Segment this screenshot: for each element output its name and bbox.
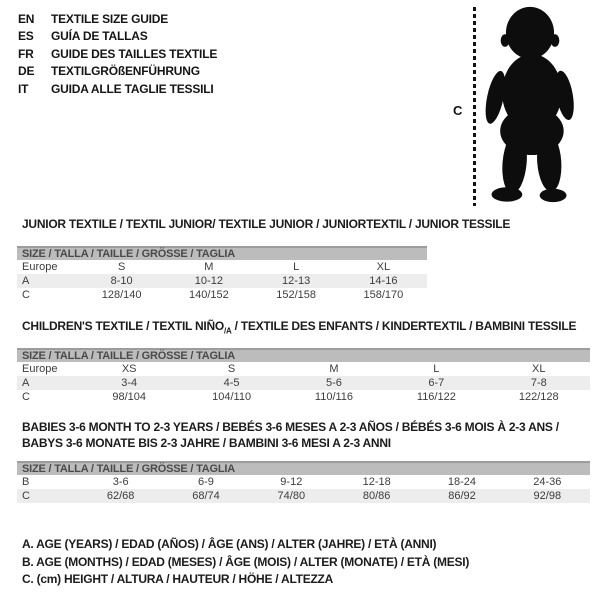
row-label: B <box>22 476 30 488</box>
lang-label: GUIDE DES TAILLES TEXTILE <box>51 46 218 61</box>
row-label: C <box>22 289 30 302</box>
cell: 3-6 <box>112 476 129 488</box>
size-header-bar: SIZE / TALLA / TAILLE / GRÖSSE / TAGLIA <box>17 348 590 363</box>
cell: 5-6 <box>282 376 386 391</box>
cell: L <box>293 261 300 274</box>
cell: 86/92 <box>419 489 505 503</box>
cell: S <box>117 261 126 274</box>
cell: 12-18 <box>362 476 391 488</box>
lang-code: ES <box>18 29 34 44</box>
lang-row-de: DE TEXTILGRÖßENFÜHRUNG <box>18 63 217 80</box>
title-text: JUNIOR TEXTILE / TEXTIL JUNIOR/ TEXTILE … <box>22 217 511 231</box>
junior-section-title: JUNIOR TEXTILE / TEXTIL JUNIOR/ TEXTILE … <box>22 217 510 233</box>
cell: 68/74 <box>163 489 249 503</box>
lang-code: IT <box>18 81 29 96</box>
table-row: B 3-6 6-9 9-12 12-18 18-24 24-36 <box>17 475 590 489</box>
table-row: C 128/140 140/152 152/158 158/170 <box>17 288 427 302</box>
cell: 4-5 <box>180 376 283 391</box>
row-label: Europe <box>22 261 58 274</box>
cell: 122/128 <box>518 391 559 404</box>
cell: XL <box>376 261 391 274</box>
cell: 62/68 <box>78 489 164 503</box>
cell: 14-16 <box>339 274 427 289</box>
language-list: EN TEXTILE SIZE GUIDE ES GUÍA DE TALLAS … <box>18 11 217 98</box>
cell: 128/140 <box>101 289 142 302</box>
junior-size-table: Europe S M L XL A 8-10 10-12 12-13 14-16… <box>17 260 427 302</box>
height-c-label: C <box>453 103 463 118</box>
children-section: CHILDREN'S TEXTILE / TEXTIL NIÑO/A / TEX… <box>17 319 590 404</box>
size-header-bar: SIZE / TALLA / TAILLE / GRÖSSE / TAGLIA <box>17 461 590 475</box>
cell: M <box>204 261 214 274</box>
cell: 98/104 <box>112 391 147 404</box>
children-section-title: CHILDREN'S TEXTILE / TEXTIL NIÑO/A / TEX… <box>22 319 590 335</box>
row-label: C <box>22 391 30 404</box>
lang-label: TEXTILGRÖßENFÜHRUNG <box>51 64 200 79</box>
cell: 3-4 <box>78 376 181 391</box>
cell: 80/86 <box>333 489 420 503</box>
table-row: A 3-4 4-5 5-6 6-7 7-8 <box>17 376 590 391</box>
row-label: A <box>17 274 78 289</box>
cell: L <box>433 363 440 376</box>
lang-label: GUIDA ALLE TAGLIE TESSILI <box>51 81 214 96</box>
table-row: Europe XS S M L XL <box>17 362 590 376</box>
babies-section: BABIES 3-6 MONTH TO 2-3 YEARS / BEBÉS 3-… <box>17 419 590 503</box>
cell: 18-24 <box>447 476 477 488</box>
babies-size-table: B 3-6 6-9 9-12 12-18 18-24 24-36 C 62/68… <box>17 475 590 503</box>
cell: XL <box>532 363 546 376</box>
legend-line-a: A. AGE (YEARS) / EDAD (AÑOS) / ÂGE (ANS)… <box>22 537 437 551</box>
title-sub: /A <box>223 326 232 336</box>
figure-area: C <box>0 0 600 215</box>
toddler-silhouette-icon <box>485 6 574 203</box>
cell: 8-10 <box>78 274 166 289</box>
title-text: CHILDREN'S TEXTILE / TEXTIL NIÑO <box>22 319 224 333</box>
cell: M <box>329 363 339 376</box>
cell: 74/80 <box>248 489 334 503</box>
table-row: A 8-10 10-12 12-13 14-16 <box>17 274 427 289</box>
cell: 10-12 <box>165 274 253 289</box>
cell: 12-13 <box>252 274 340 289</box>
row-label: Europe <box>22 363 58 376</box>
cell: 24-36 <box>533 476 562 488</box>
cell: 6-7 <box>385 376 488 391</box>
children-size-table: Europe XS S M L XL A 3-4 4-5 5-6 6-7 7-8… <box>17 362 590 404</box>
cell: 6-9 <box>198 476 214 488</box>
cell: S <box>227 363 236 376</box>
row-label: C <box>17 489 78 503</box>
lang-label: GUÍA DE TALLAS <box>51 29 148 44</box>
babies-section-title-line1: BABIES 3-6 MONTH TO 2-3 YEARS / BEBÉS 3-… <box>22 420 559 434</box>
lang-code: EN <box>18 12 35 26</box>
title-text: / TEXTILE DES ENFANTS / KINDERTEXTIL / B… <box>231 319 577 333</box>
lang-row-es: ES GUÍA DE TALLAS <box>18 28 217 45</box>
cell: 92/98 <box>504 489 590 503</box>
babies-section-title-line2: BABYS 3-6 MONATE BIS 2-3 JAHRE / BAMBINI… <box>22 436 391 450</box>
cell: 110/116 <box>314 391 354 404</box>
legend: A. AGE (YEARS) / EDAD (AÑOS) / ÂGE (ANS)… <box>22 536 469 589</box>
junior-section: JUNIOR TEXTILE / TEXTIL JUNIOR/ TEXTILE … <box>17 217 510 302</box>
table-row: C 62/68 68/74 74/80 80/86 86/92 92/98 <box>17 489 590 503</box>
cell: 152/158 <box>276 289 316 302</box>
lang-row-en: EN TEXTILE SIZE GUIDE <box>18 11 217 28</box>
table-row: C 98/104 104/110 110/116 116/122 122/128 <box>17 390 590 404</box>
height-dotted-line <box>473 7 476 206</box>
cell: 140/152 <box>188 289 229 302</box>
cell: 9-12 <box>280 476 303 488</box>
lang-row-fr: FR GUIDE DES TAILLES TEXTILE <box>18 46 217 63</box>
row-label: A <box>17 376 78 391</box>
cell: 116/122 <box>416 391 456 404</box>
legend-line-c: C. (cm) HEIGHT / ALTURA / HAUTEUR / HÖHE… <box>22 572 334 587</box>
lang-code: FR <box>18 46 34 61</box>
lang-row-it: IT GUIDA ALLE TAGLIE TESSILI <box>18 81 217 98</box>
cell: 158/170 <box>363 289 404 302</box>
legend-line-b: B. AGE (MONTHS) / EDAD (MESES) / ÂGE (MO… <box>22 554 470 569</box>
table-row: Europe S M L XL <box>17 260 427 274</box>
cell: XS <box>121 363 137 376</box>
size-header-bar: SIZE / TALLA / TAILLE / GRÖSSE / TAGLIA <box>17 246 427 261</box>
lang-code: DE <box>18 64 35 79</box>
cell: 7-8 <box>487 376 590 391</box>
lang-label: TEXTILE SIZE GUIDE <box>51 12 169 26</box>
cell: 104/110 <box>212 391 252 404</box>
